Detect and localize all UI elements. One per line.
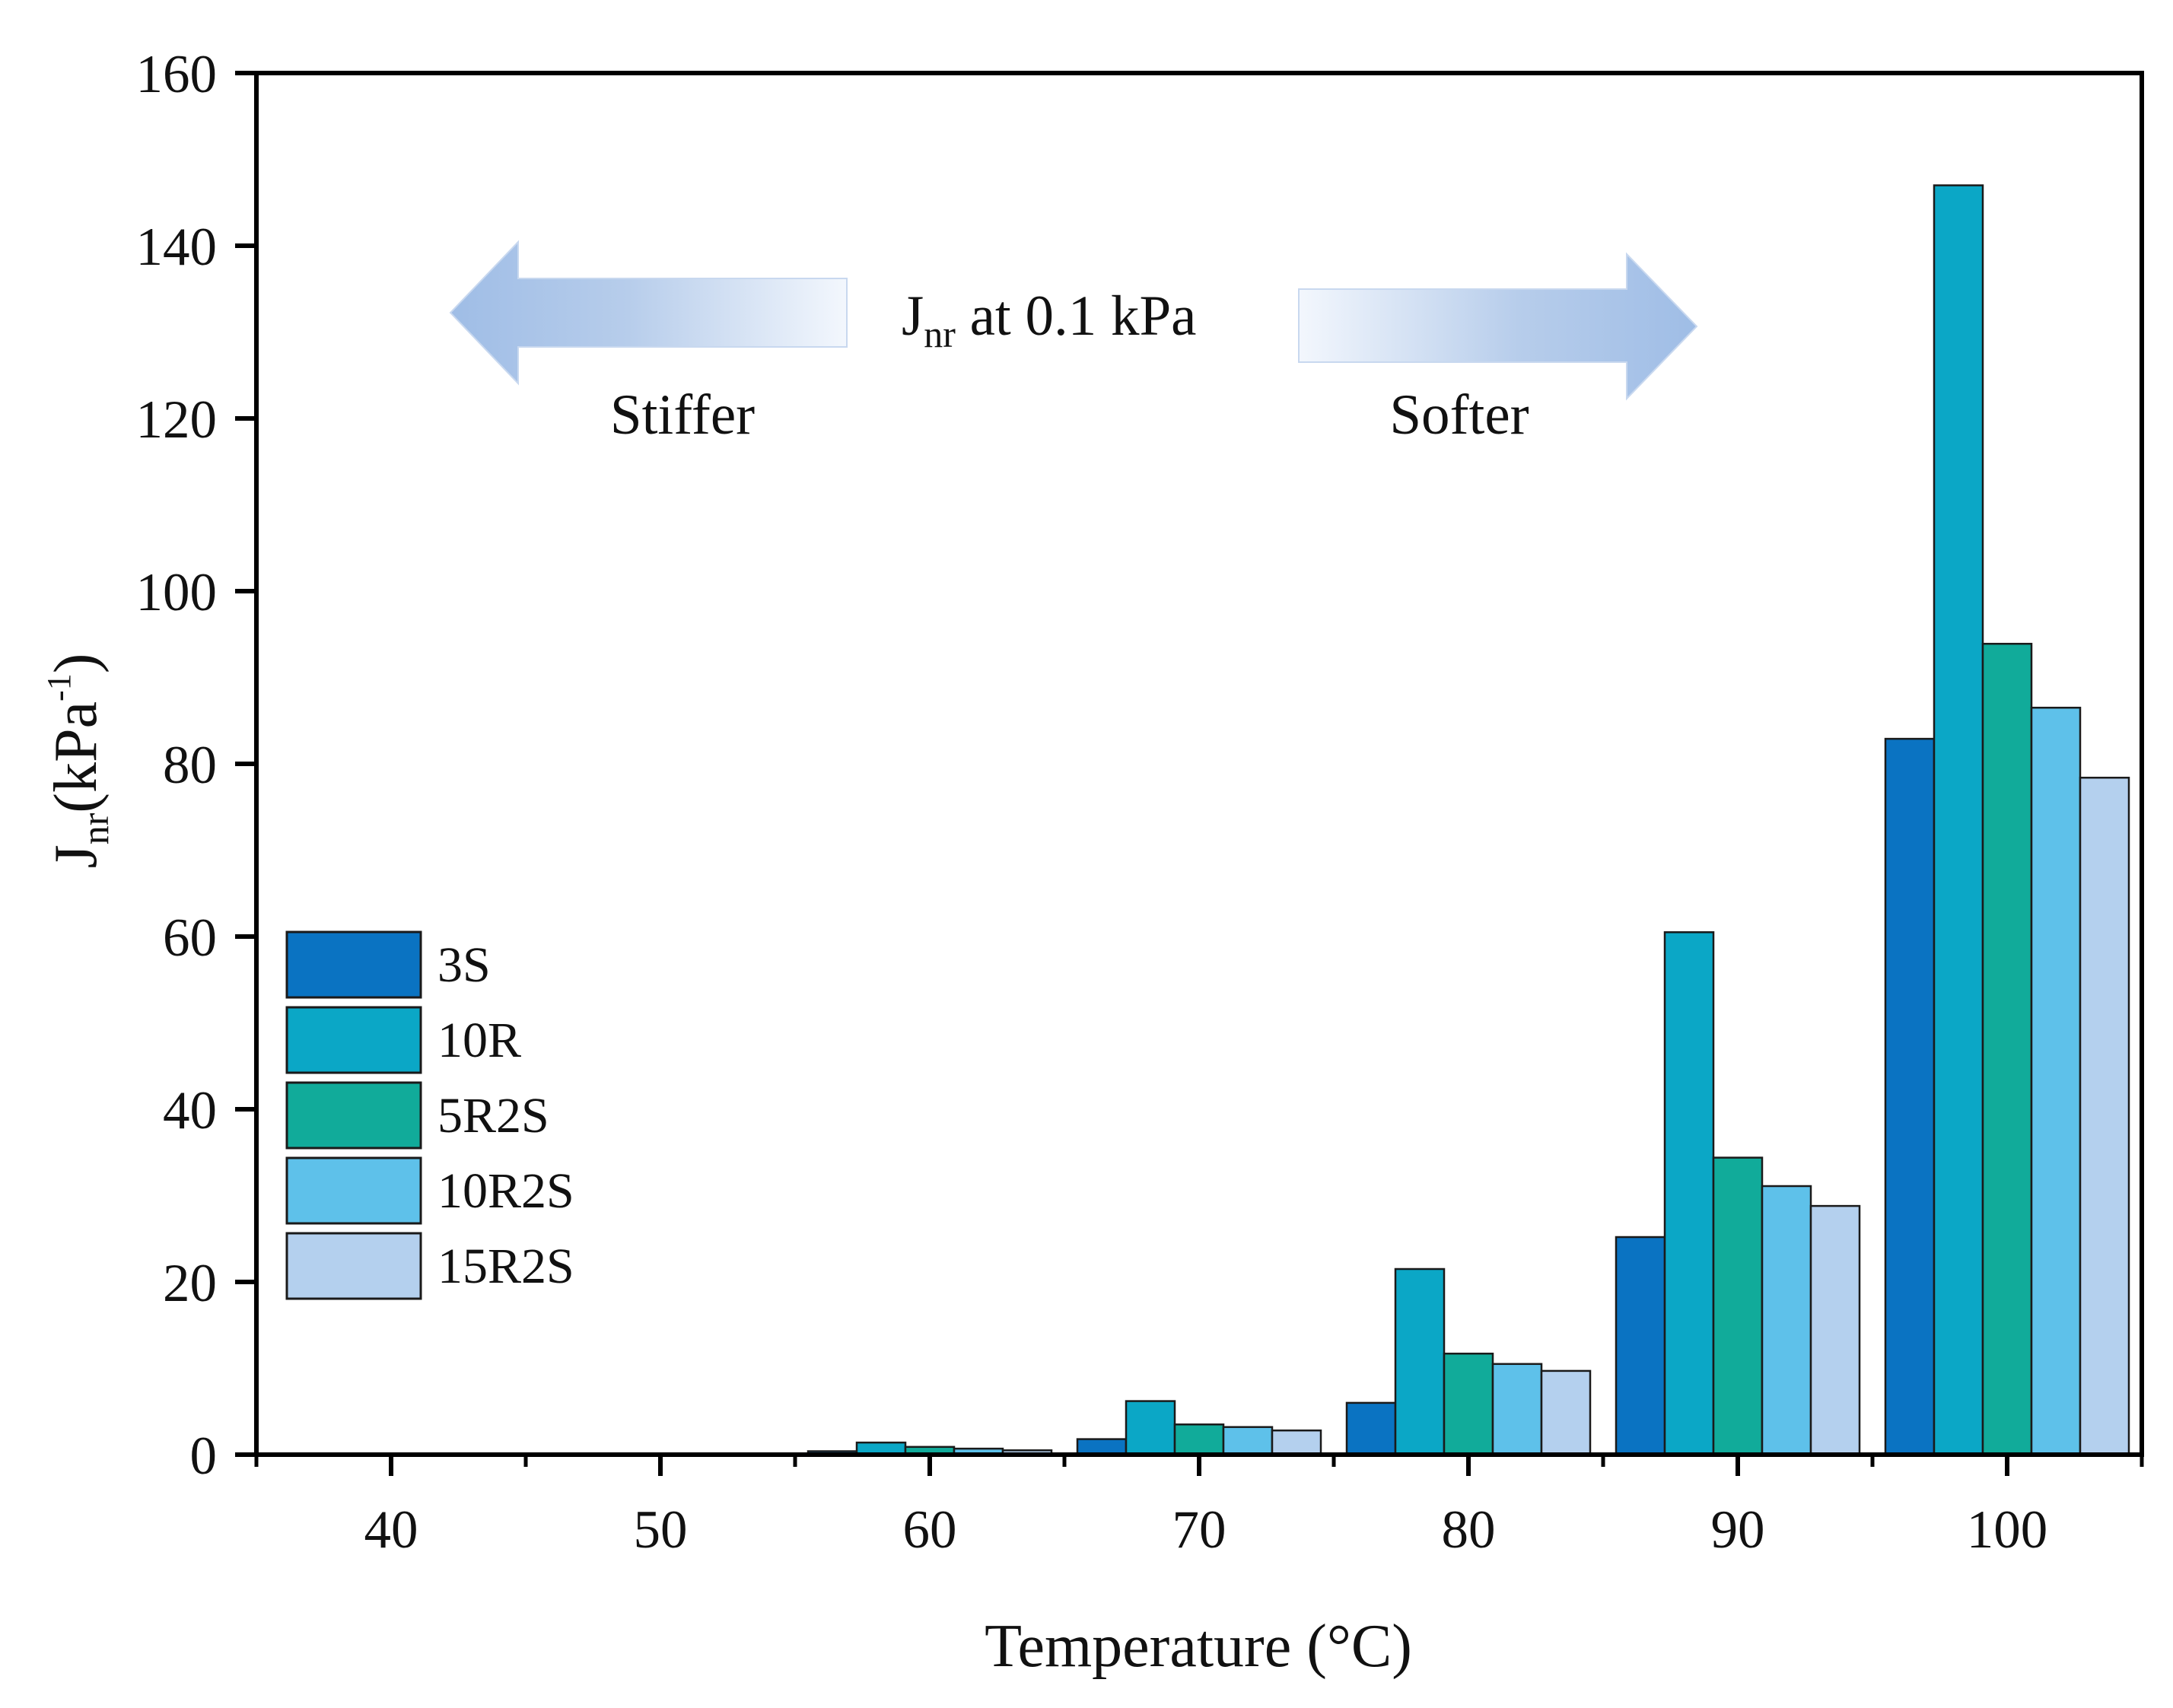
bar-5R2S-80	[1443, 1352, 1494, 1456]
x-tick-label: 90	[1711, 1500, 1765, 1560]
x-tick-label: 40	[364, 1500, 418, 1560]
y-tick-label: 20	[163, 1254, 217, 1313]
bar-3S-100	[1884, 737, 1936, 1456]
stiffer-arrow-icon	[449, 240, 848, 386]
annotation-softer: Softer	[1389, 383, 1529, 447]
bar-5R2S-70	[1173, 1423, 1225, 1456]
legend-label-3S: 3S	[437, 937, 491, 993]
bar-15R2S-90	[1809, 1204, 1861, 1456]
y-tick-label: 100	[136, 563, 218, 622]
bar-15R2S-80	[1540, 1369, 1592, 1456]
x-axis-title: Temperature (°C)	[985, 1613, 1412, 1680]
y-tick-label: 40	[163, 1081, 217, 1140]
bar-3S-90	[1615, 1236, 1666, 1456]
annotation-center-main: J	[902, 285, 924, 348]
annotation-center-rest: at 0.1 kPa	[956, 285, 1197, 348]
annotation-center-sub: nr	[924, 313, 956, 355]
legend-swatch-5R2S	[285, 1081, 422, 1150]
y-axis: 0 20 40 60 80 100 120 140 160	[136, 45, 256, 1486]
y-axis-title-sub: nr	[74, 813, 116, 844]
bar-10R2S-100	[2030, 706, 2082, 1456]
bar-3S-80	[1345, 1401, 1397, 1456]
bar-5R2S-100	[1981, 642, 2033, 1456]
y-axis-title-close: )	[43, 654, 110, 674]
annotation-stiffer: Stiffer	[610, 383, 755, 447]
legend: 3S 10R 5R2S 10R2S 15R2S	[285, 930, 574, 1300]
legend-label-5R2S: 5R2S	[437, 1088, 549, 1143]
bar-15R2S-100	[2079, 776, 2130, 1456]
legend-label-10R: 10R	[437, 1013, 521, 1068]
bar-3S-70	[1076, 1438, 1128, 1456]
bar-10R-80	[1394, 1267, 1446, 1456]
x-tick-label: 80	[1442, 1500, 1496, 1560]
x-tick-label: 100	[1967, 1500, 2048, 1560]
y-tick-label: 160	[136, 45, 218, 104]
bar-15R2S-70	[1271, 1429, 1322, 1456]
legend-swatch-10R	[285, 1006, 422, 1074]
softer-arrow-icon	[1298, 252, 1698, 401]
x-axis: 40 50 60 70 80 90 100	[254, 1455, 2144, 1560]
y-tick-label: 80	[163, 736, 217, 795]
bar-10R2S-70	[1222, 1426, 1274, 1456]
legend-swatch-15R2S	[285, 1232, 422, 1300]
y-tick-label: 60	[163, 908, 217, 968]
y-tick-label: 140	[136, 218, 218, 277]
x-tick-label: 70	[1172, 1500, 1226, 1560]
legend-label-15R2S: 15R2S	[437, 1239, 574, 1294]
y-axis-title: Jnr(kPa-1)	[40, 654, 116, 869]
bars-layer	[807, 184, 2130, 1456]
y-tick-label: 0	[190, 1427, 218, 1486]
legend-swatch-3S	[285, 930, 422, 999]
bar-10R2S-90	[1761, 1185, 1812, 1456]
y-tick-label: 120	[136, 390, 218, 450]
x-tick-label: 50	[634, 1500, 688, 1560]
y-axis-title-sup: -1	[40, 673, 78, 701]
legend-swatch-10R2S	[285, 1156, 422, 1225]
legend-label-10R2S: 10R2S	[437, 1163, 574, 1219]
bar-5R2S-90	[1712, 1156, 1764, 1456]
x-tick-label: 60	[903, 1500, 957, 1560]
y-axis-title-main: J	[43, 844, 110, 868]
annotation-center: Jnr at 0.1 kPa	[902, 285, 1196, 355]
bar-10R-70	[1125, 1400, 1176, 1456]
y-axis-title-unit: (kPa	[43, 701, 110, 813]
bar-10R2S-80	[1491, 1363, 1543, 1456]
bar-10R-100	[1933, 184, 1984, 1456]
bar-10R-90	[1663, 931, 1715, 1456]
